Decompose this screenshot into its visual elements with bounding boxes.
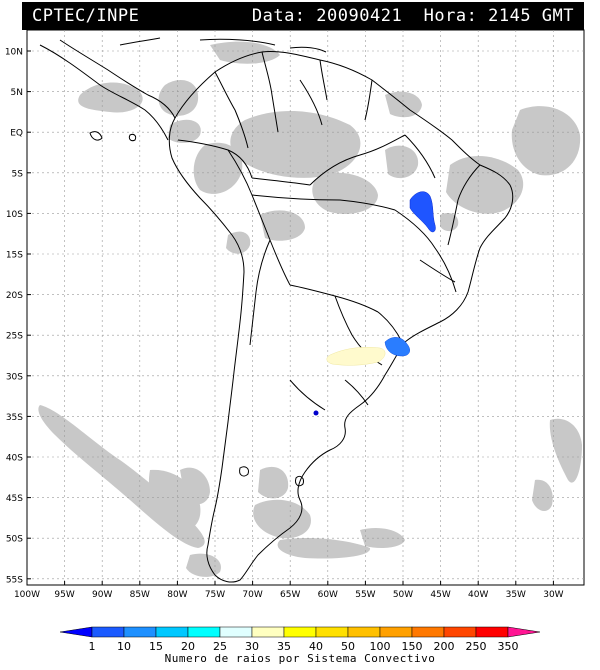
data-label: Data: [251, 6, 306, 26]
country-borders [39, 37, 514, 583]
scale-label: 15 [149, 640, 163, 653]
map-header: CPTEC/INPE Data: 20090421 Hora: 2145 GMT [22, 2, 584, 30]
strike-area-paraguay [326, 347, 386, 366]
lat-label: 50S [6, 535, 23, 545]
agency-label: CPTEC/INPE [32, 6, 140, 26]
lat-label: 20S [6, 291, 23, 301]
scale-swatch [507, 626, 541, 638]
scale-swatch [443, 626, 477, 638]
scale-label: 250 [466, 640, 487, 653]
lon-label: 35W [506, 590, 526, 600]
lat-label: 5S [12, 169, 24, 179]
scale-label: 20 [181, 640, 195, 653]
scale-swatch [155, 626, 189, 638]
lat-label: 25S [6, 332, 23, 342]
scale-swatch [219, 626, 253, 638]
timestamp-info: Data: 20090421 Hora: 2145 GMT [252, 6, 574, 26]
scale-swatch [379, 626, 413, 638]
scale-swatch [315, 626, 349, 638]
lon-label: 85W [130, 590, 150, 600]
lon-label: 100W [14, 590, 40, 600]
scale-label: 50 [341, 640, 355, 653]
lat-label: 15S [6, 251, 23, 261]
lat-label: 5N [11, 88, 23, 98]
cloud-cover-layer [38, 41, 582, 577]
date-value: 20090421 [316, 6, 403, 26]
lon-label: 45W [430, 590, 450, 600]
longitude-labels: 100W 95W 90W 85W 80W 75W 70W 65W 60W 55W 50W 45W 40W… [14, 581, 564, 600]
scale-swatch [475, 626, 509, 638]
strike-area-southern [384, 337, 410, 357]
scale-label: 40 [309, 640, 323, 653]
lon-label: 95W [54, 590, 74, 600]
lon-label: 30W [543, 590, 563, 600]
strike-point-atlantic [313, 410, 319, 416]
scale-label: 10 [117, 640, 131, 653]
color-scale-labels: 1 10 15 20 25 30 35 40 50 100 150 200 250 350 [89, 640, 519, 653]
latitude-labels: 10N 5N EQ 5S 10S 15S 20S 25S 30S 35S 40S 45S 50S 55S [5, 48, 31, 585]
lon-label: 90W [92, 590, 112, 600]
lon-label: 70W [242, 590, 262, 600]
lon-label: 75W [205, 590, 225, 600]
lat-label: EQ [10, 129, 23, 139]
scale-swatch [411, 626, 445, 638]
scale-label: 100 [370, 640, 391, 653]
scale-label: 150 [402, 640, 423, 653]
lon-label: 60W [318, 590, 338, 600]
scale-label: 350 [498, 640, 519, 653]
scale-swatch [59, 626, 93, 638]
scale-swatch [283, 626, 317, 638]
lat-label: 40S [6, 454, 23, 464]
lon-label: 50W [393, 590, 413, 600]
lat-label: 10S [6, 210, 23, 220]
scale-swatch [187, 626, 221, 638]
scale-label: 200 [434, 640, 455, 653]
hora-label: Hora: [423, 6, 478, 26]
scale-swatch [251, 626, 285, 638]
scale-swatch [123, 626, 157, 638]
lat-label: 35S [6, 413, 23, 423]
color-scale-bar [59, 626, 541, 638]
lon-label: 65W [280, 590, 300, 600]
strike-areas [313, 191, 436, 416]
time-value: 2145 GMT [488, 6, 574, 26]
lat-label: 45S [6, 494, 23, 504]
scale-label: 1 [89, 640, 96, 653]
scale-caption: Numero de raios por Sistema Convectivo [164, 652, 436, 665]
scale-label: 25 [213, 640, 227, 653]
lat-label: 30S [6, 372, 23, 382]
lon-label: 40W [468, 590, 488, 600]
lat-label: 55S [6, 575, 23, 585]
strike-area-northeast [409, 191, 436, 233]
scale-label: 30 [245, 640, 259, 653]
scale-label: 35 [277, 640, 291, 653]
lon-label: 55W [355, 590, 375, 600]
lon-label: 80W [167, 590, 187, 600]
scale-swatch [91, 626, 125, 638]
scale-swatch [347, 626, 381, 638]
lat-label: 10N [5, 48, 23, 58]
